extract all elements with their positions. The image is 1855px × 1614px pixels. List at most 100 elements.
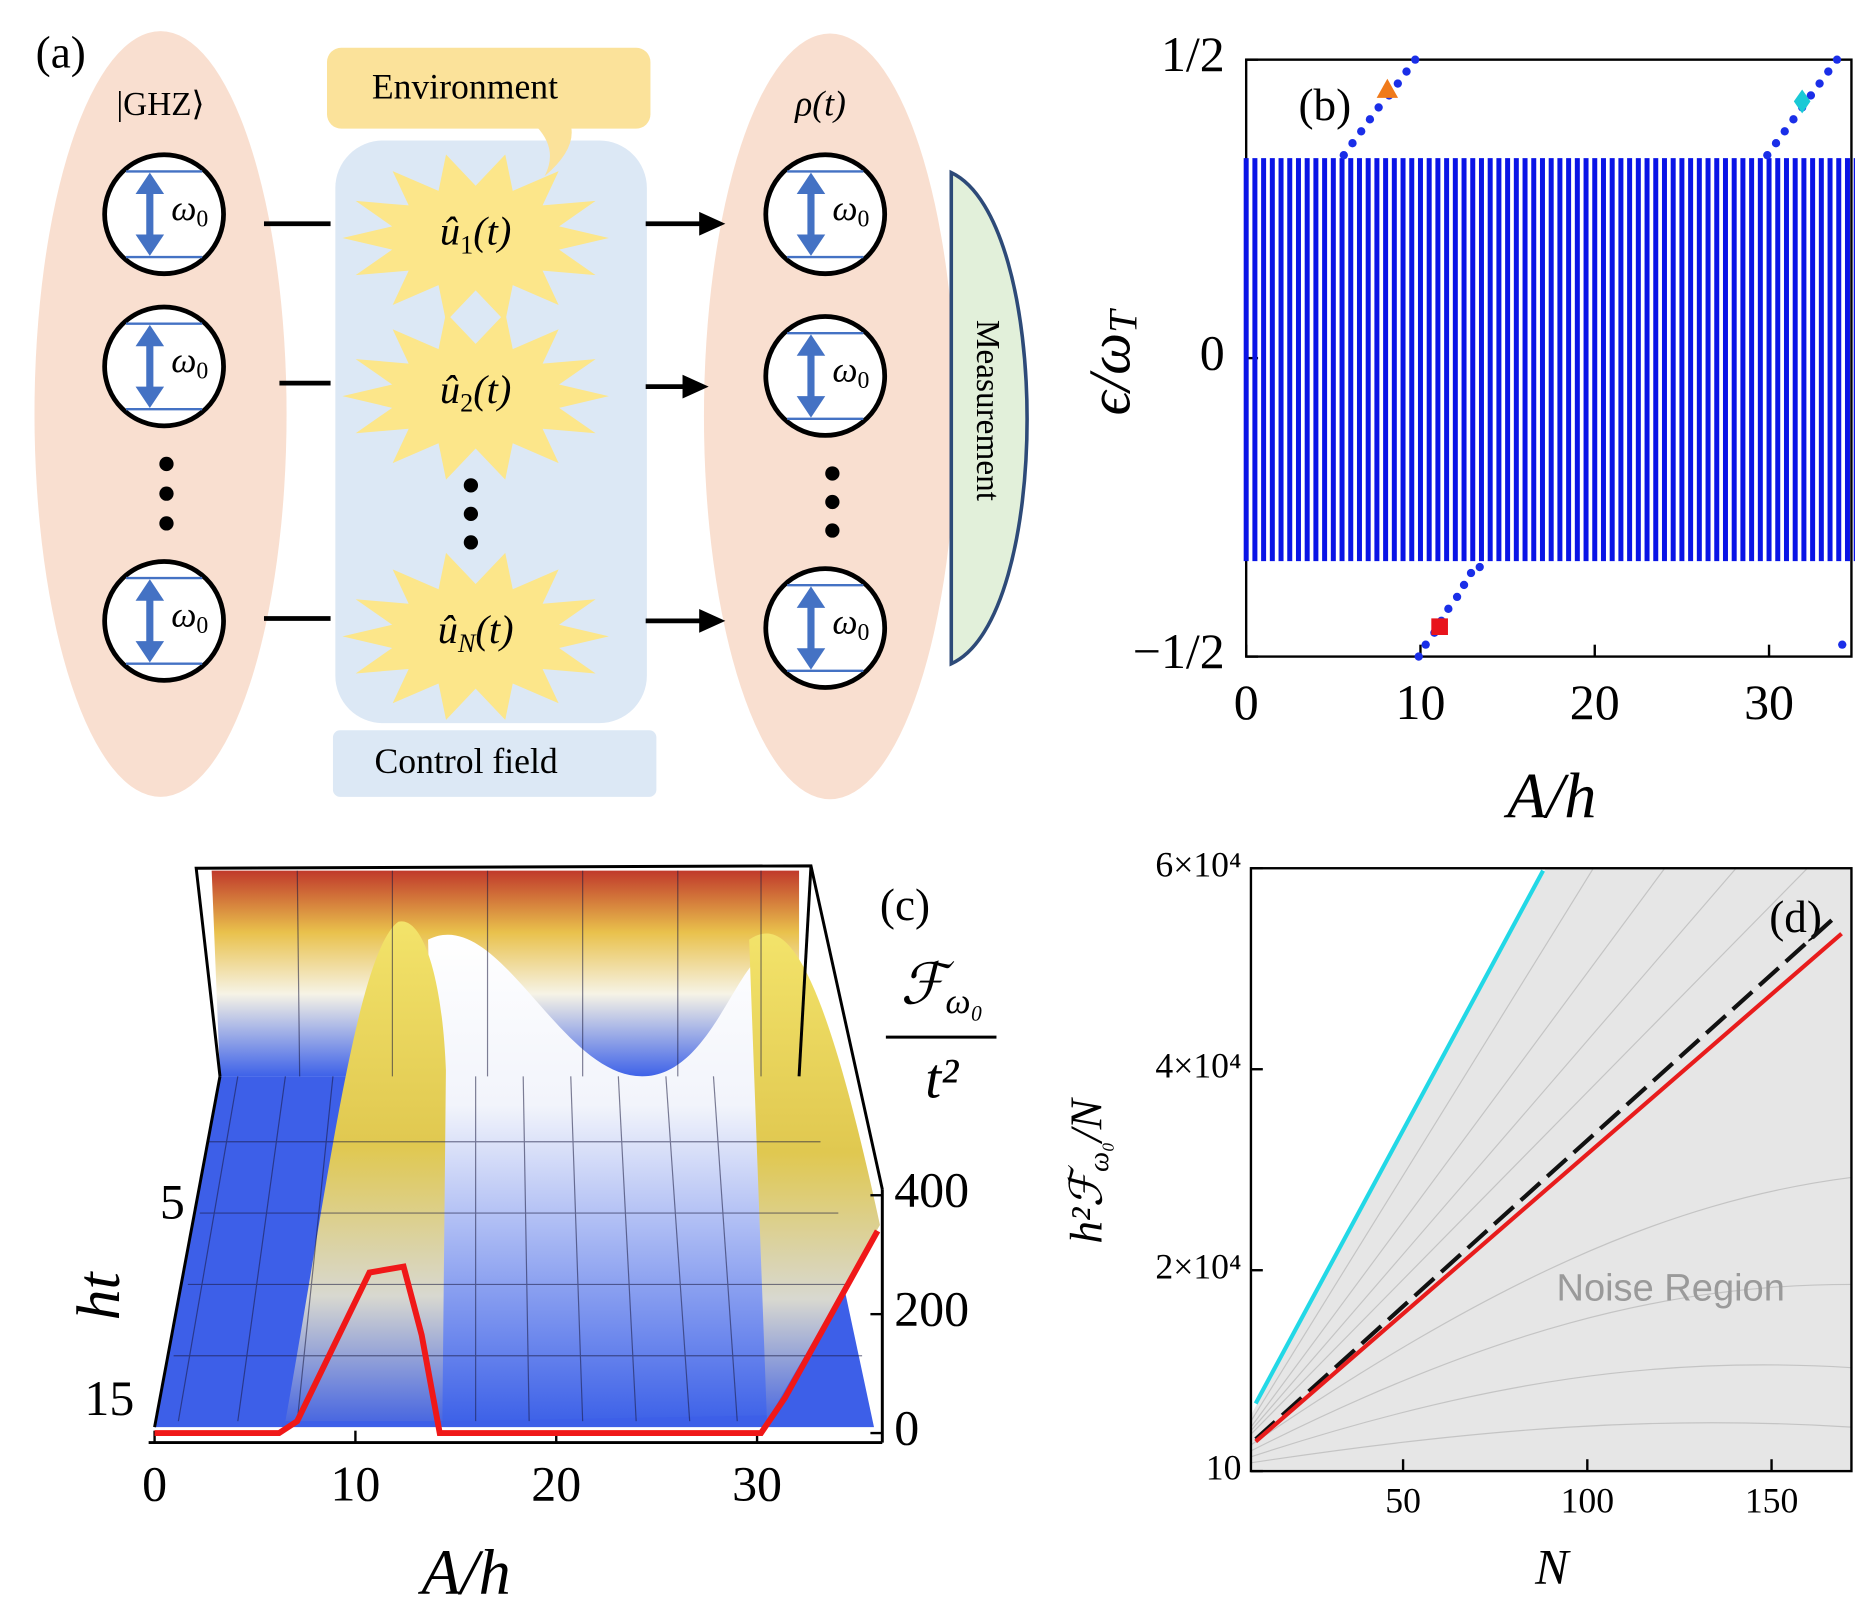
qubit-label-sub: 0 <box>196 613 208 639</box>
channel-arg: (t) <box>473 367 511 412</box>
edge-state-point <box>1374 103 1383 112</box>
edge-state-point <box>1459 580 1469 590</box>
series-line <box>1253 869 1545 1405</box>
arrowhead <box>796 648 826 670</box>
qubit-label: ω0 <box>832 188 869 233</box>
marker <box>1376 78 1399 98</box>
edge-state-point <box>1411 55 1420 64</box>
series-line <box>1254 914 1838 1441</box>
edge-state-point <box>1838 640 1847 649</box>
marker <box>1793 89 1811 114</box>
x-axis-label: A/h <box>418 1537 511 1608</box>
edge-state-point <box>1339 150 1348 160</box>
connectors <box>263 221 704 624</box>
starburst <box>342 154 609 322</box>
panel-label: (d) <box>1769 892 1822 942</box>
y-tick-label: −1/2 <box>1133 623 1225 679</box>
depth-tick-label: 15 <box>84 1370 134 1426</box>
arrowhead <box>135 579 165 601</box>
qubit-label-sub: 0 <box>858 369 870 395</box>
qubit-label-symbol: ω <box>832 188 857 228</box>
measurement-label: Measurement <box>969 320 1006 502</box>
arrowhead <box>135 172 165 195</box>
edge-state-point <box>1402 67 1411 76</box>
channel-sub: 2 <box>460 389 473 418</box>
x-tick-label: 10 <box>330 1455 380 1511</box>
output-label: ρ(t) <box>794 83 846 123</box>
edge-state-point <box>1393 79 1402 88</box>
y-axis-label-sub: T <box>1101 308 1146 333</box>
starburst <box>342 312 609 480</box>
x-tick-label: 30 <box>732 1455 782 1511</box>
y-axis-label-main: ϵ/ω <box>1076 333 1142 415</box>
x-axis-label: N <box>1534 1539 1571 1595</box>
qubit-label: ω0 <box>832 602 869 647</box>
x-tick-label: 0 <box>142 1455 167 1511</box>
qubit <box>763 566 888 690</box>
y-axis-label-prefix: h² <box>1062 1206 1112 1244</box>
channel-label: û1(t) <box>440 209 511 260</box>
x-tick-label: 30 <box>1744 674 1794 730</box>
arrowhead <box>135 386 165 409</box>
qubit-label-symbol: ω <box>171 188 196 228</box>
annotation: Noise Region <box>1556 1267 1784 1309</box>
x-tick-label: 100 <box>1561 1481 1614 1521</box>
arrowhead <box>796 396 826 418</box>
edge-state-point <box>1824 67 1833 76</box>
qubit <box>102 304 226 429</box>
arrowhead <box>135 641 165 663</box>
y-axis-label: ϵ/ωT <box>1076 308 1146 415</box>
qubit-label: ω0 <box>832 350 869 395</box>
qubit-label: ω0 <box>171 188 208 233</box>
arrowhead <box>796 172 826 195</box>
arrowhead <box>796 234 826 256</box>
x-tick-label: 20 <box>1570 674 1620 730</box>
qubit-label-symbol: ω <box>832 350 857 390</box>
depth-tick-label: 5 <box>160 1174 185 1230</box>
edge-state-point <box>1421 640 1430 649</box>
edge-state-point <box>1832 55 1842 64</box>
y-axis-label: h²ℱω₀/N <box>1062 1096 1115 1243</box>
y-tick-label: 1/2 <box>1161 26 1225 82</box>
edge-state-point <box>1475 562 1484 572</box>
edge-state-point <box>1414 652 1423 661</box>
y-tick-label: 2×10⁴ <box>1155 1246 1241 1286</box>
x-tick-label: 20 <box>531 1455 581 1511</box>
y-tick-label: 4×10⁴ <box>1155 1045 1241 1085</box>
channel-symbol: û <box>440 367 460 412</box>
panel-label: (a) <box>36 28 86 78</box>
arrowheads <box>682 211 726 633</box>
starburst <box>342 552 609 720</box>
edge-state-point <box>1357 127 1366 136</box>
y-axis-label-denominator: t² <box>925 1048 959 1111</box>
y-axis-label: ℱω₀ <box>901 954 983 1021</box>
x-axis-label: A/h <box>1503 761 1596 832</box>
channel-arg: (t) <box>475 607 513 652</box>
y-tick-label: 0 <box>1200 325 1225 381</box>
callout-tail <box>535 125 572 177</box>
depth-axis-label: ht <box>65 1270 133 1320</box>
y-tick-label: 400 <box>894 1162 969 1218</box>
qubit-label-sub: 0 <box>858 621 870 647</box>
x-tick-label: 150 <box>1745 1481 1798 1521</box>
qubit-label-symbol: ω <box>832 602 857 642</box>
control-box <box>332 730 657 797</box>
marker <box>1431 618 1448 636</box>
measurement-shape <box>949 169 1029 667</box>
environment-box <box>327 47 651 129</box>
y-tick-label: 10 <box>1206 1447 1242 1487</box>
qubit <box>102 559 226 683</box>
arrowhead <box>135 324 165 347</box>
edge-state-point <box>1789 115 1798 124</box>
y-axis-label-symbol: ℱ <box>1062 1165 1112 1208</box>
channel-sub: N <box>457 629 477 658</box>
panel-label: (b) <box>1299 80 1352 130</box>
arrowhead <box>135 234 165 256</box>
channel-sub: 1 <box>460 231 473 260</box>
y-axis-label-sub: ω₀ <box>945 981 983 1021</box>
qubit-label-sub: 0 <box>196 359 208 385</box>
ellipsis <box>159 456 840 550</box>
y-tick-label: 0 <box>894 1400 919 1456</box>
qubit <box>763 152 888 277</box>
